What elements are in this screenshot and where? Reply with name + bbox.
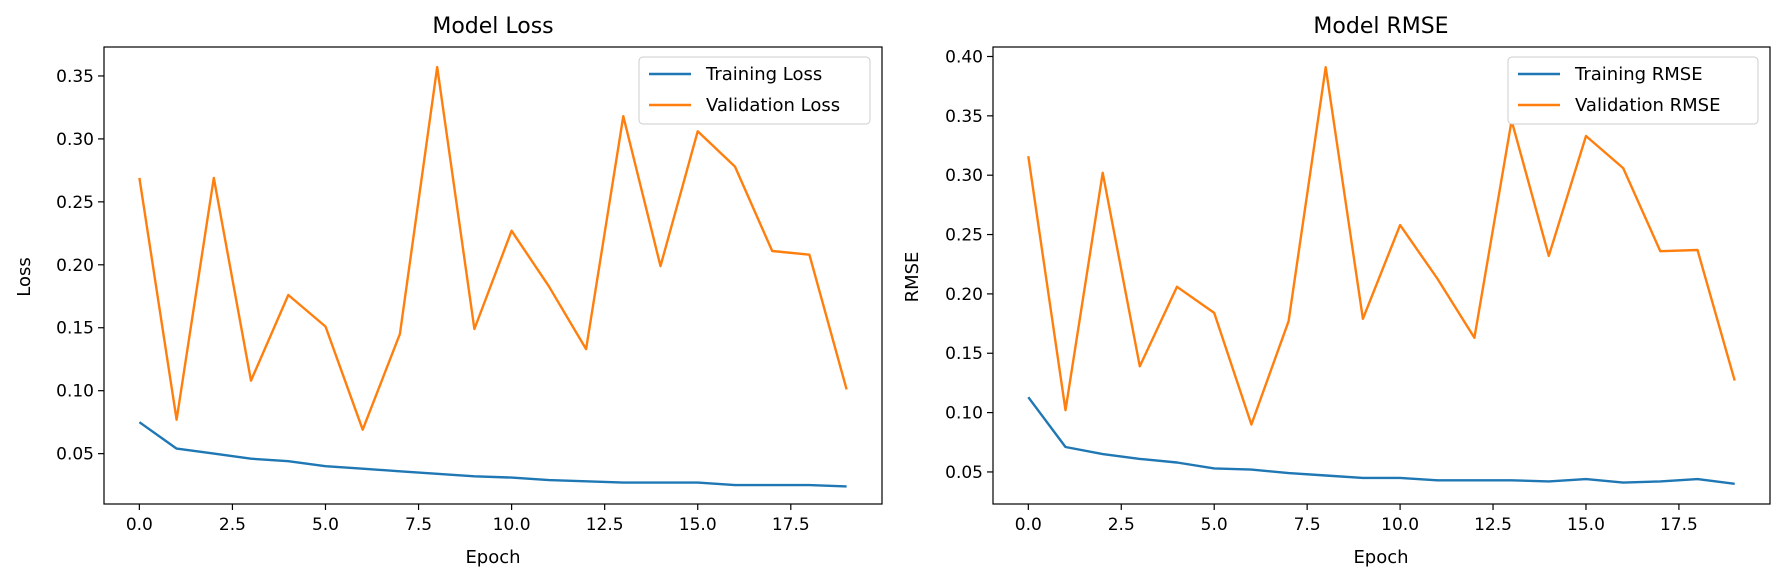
y-tick-label: 0.35: [945, 107, 983, 127]
legend-label-training: Training RMSE: [1574, 64, 1703, 85]
series-line-validation: [138, 65, 848, 431]
y-tick-label: 0.15: [945, 344, 983, 364]
x-axis-label: Epoch: [465, 547, 520, 568]
x-tick-label: 5.0: [312, 515, 339, 535]
legend: Training Loss Validation Loss: [638, 56, 871, 125]
legend: Training RMSE Validation RMSE: [1507, 56, 1759, 125]
legend-box: [1507, 56, 1759, 125]
x-tick-label: 7.5: [1294, 515, 1321, 535]
y-tick-label: 0.25: [945, 226, 983, 246]
y-tick-label: 0.30: [56, 130, 94, 150]
series-lines: [1027, 65, 1736, 485]
x-tick-label: 10.0: [1381, 515, 1419, 535]
x-tick-label: 17.5: [772, 515, 810, 535]
chart-title: Model Loss: [432, 14, 553, 39]
y-axis-label: RMSE: [902, 252, 923, 303]
series-line-training: [138, 421, 847, 488]
plot-frame: [103, 46, 883, 505]
x-tick-label: 15.0: [1567, 515, 1605, 535]
y-tick-label: 0.10: [56, 382, 94, 402]
y-tick-label: 0.20: [56, 256, 94, 276]
y-tick-label: 0.05: [945, 463, 983, 483]
series-line-validation: [1027, 65, 1736, 426]
chart-title: Model RMSE: [1313, 14, 1448, 39]
y-ticks: 0.05 0.10 0.15 0.20 0.25 0.30 0.35 0.40: [945, 47, 993, 483]
x-tick-label: 2.5: [219, 515, 246, 535]
legend-label-validation: Validation RMSE: [1575, 95, 1720, 116]
y-tick-label: 0.05: [56, 445, 94, 465]
x-tick-label: 12.5: [1474, 515, 1512, 535]
x-ticks: 0.0 2.5 5.0 7.5 10.0 12.5 15.0 17.5: [1015, 504, 1698, 535]
chart-model-loss: Model Loss Epoch Loss 0.0 2.5 5.0 7.5 10.0 12…: [14, 14, 883, 568]
x-axis-label: Epoch: [1353, 547, 1408, 568]
series-line-training: [1027, 396, 1735, 485]
y-axis-label: Loss: [14, 257, 35, 296]
legend-box: [638, 56, 871, 125]
y-tick-label: 0.20: [945, 285, 983, 305]
y-tick-label: 0.40: [945, 47, 983, 67]
y-tick-label: 0.15: [56, 319, 94, 339]
y-ticks: 0.05 0.10 0.15 0.20 0.25 0.30 0.35: [56, 67, 104, 465]
x-tick-label: 10.0: [493, 515, 531, 535]
legend-label-validation: Validation Loss: [706, 95, 840, 116]
x-tick-label: 17.5: [1660, 515, 1698, 535]
x-tick-label: 2.5: [1108, 515, 1135, 535]
x-tick-label: 5.0: [1201, 515, 1228, 535]
chart-model-rmse: Model RMSE Epoch RMSE 0.0 2.5 5.0 7.5 10.0 12…: [902, 14, 1771, 568]
x-tick-label: 0.0: [126, 515, 153, 535]
x-tick-label: 7.5: [405, 515, 432, 535]
y-tick-label: 0.35: [56, 67, 94, 87]
x-ticks: 0.0 2.5 5.0 7.5 10.0 12.5 15.0 17.5: [126, 504, 810, 535]
x-tick-label: 0.0: [1015, 515, 1042, 535]
y-tick-label: 0.25: [56, 193, 94, 213]
x-tick-label: 12.5: [586, 515, 624, 535]
series-lines: [138, 65, 848, 488]
plot-frame: [992, 46, 1771, 505]
x-tick-label: 15.0: [679, 515, 717, 535]
legend-label-training: Training Loss: [705, 64, 822, 85]
y-tick-label: 0.10: [945, 404, 983, 424]
y-tick-label: 0.30: [945, 166, 983, 186]
